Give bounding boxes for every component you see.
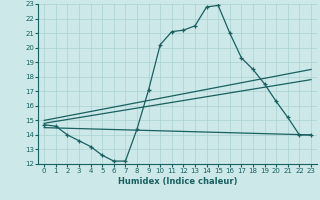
X-axis label: Humidex (Indice chaleur): Humidex (Indice chaleur) [118, 177, 237, 186]
